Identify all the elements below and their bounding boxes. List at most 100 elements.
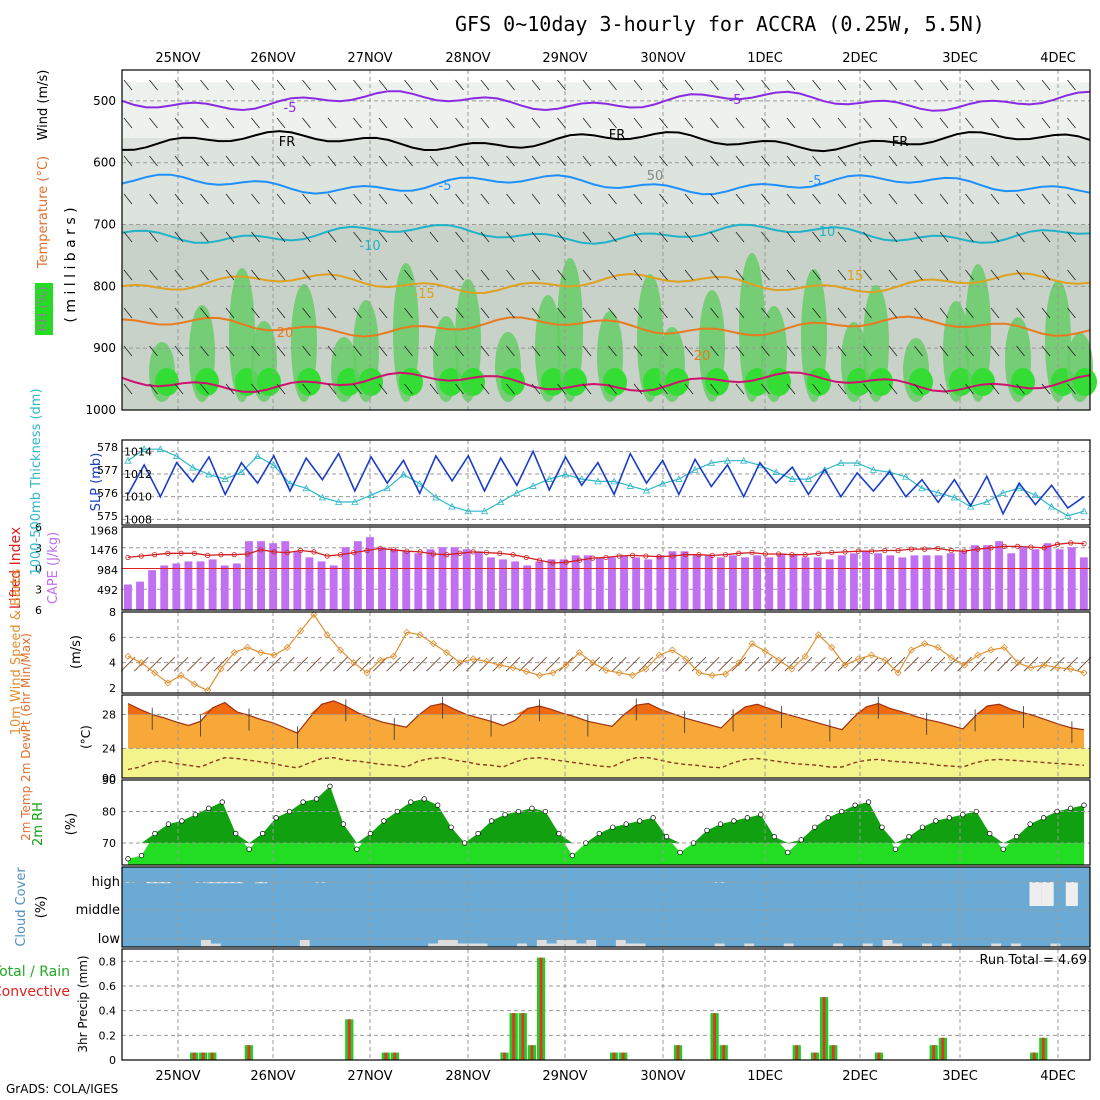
- cloud-high-bar: [206, 882, 219, 884]
- surface-wind-barb: [771, 656, 786, 672]
- wind-speed-point: [323, 631, 331, 639]
- wind-barb: [251, 307, 260, 319]
- rh-point: [1054, 808, 1060, 815]
- slp-tick-label: 1010: [124, 491, 152, 504]
- wind-barb: [123, 231, 133, 243]
- rh-point: [515, 808, 522, 815]
- lifted-index-point: [868, 548, 875, 554]
- wind-barb: [1041, 307, 1051, 319]
- lifted-index-point: [284, 549, 290, 556]
- lifted-index-point: [244, 551, 251, 557]
- wind-barb: [174, 269, 184, 281]
- lifted-index-point: [138, 553, 144, 559]
- chart-title: GFS 0~10day 3-hourly for ACCRA (0.25W, 5…: [455, 12, 985, 36]
- wind-barb: [684, 307, 694, 319]
- cape-axis-label: CAPE (J/kg): [46, 532, 61, 604]
- wind-barb: [557, 383, 566, 395]
- wind-barb: [327, 231, 337, 243]
- wind-barb: [557, 307, 566, 319]
- wind-barb: [327, 307, 337, 319]
- surface-wind-barb: [731, 656, 747, 672]
- surface-wind-barb: [519, 656, 534, 672]
- slp-tick-label: 1014: [124, 445, 152, 458]
- cloud-low-bar: [922, 943, 932, 947]
- temp-tick-label: 24: [102, 742, 116, 755]
- thickness-tick-label: 575: [97, 510, 118, 523]
- surface-wind-barb: [160, 656, 176, 672]
- surface-wind-barb: [957, 656, 972, 672]
- precip-convective-bar: [201, 1052, 205, 1060]
- wind-barb: [149, 307, 158, 319]
- surface-wind-barb: [240, 656, 255, 672]
- wind-barb: [990, 383, 1000, 395]
- wind-barb: [786, 383, 796, 395]
- wind-barb: [582, 79, 592, 91]
- wind-barb: [480, 155, 490, 167]
- cloud-low-bar: [428, 943, 439, 947]
- cape-bar: [535, 561, 544, 610]
- wind-barb: [378, 269, 388, 281]
- wind-speed-point: [841, 661, 849, 669]
- wind-barb: [429, 231, 439, 243]
- rh-point: [960, 811, 966, 818]
- cape-bar: [995, 541, 1004, 610]
- surface-wind-barb: [585, 656, 601, 672]
- date-tick-label-top: 30NOV: [640, 51, 685, 66]
- wind-speed-point: [257, 648, 265, 657]
- rh-point: [502, 811, 508, 818]
- wind-barb: [608, 79, 617, 91]
- wind-speed-point: [443, 648, 451, 657]
- wind-barb: [812, 231, 821, 243]
- rh-legend-swatch: [35, 283, 53, 335]
- surface-wind-barb: [943, 656, 959, 672]
- date-tick-label-top: 2DEC: [842, 51, 878, 66]
- rh-point: [838, 808, 845, 815]
- contour-label: FR: [279, 135, 296, 150]
- top-date-axis: 25NOV 26NOV 27NOV 28NOV 29NOV 30NOV 1DEC 2DEC 3D…: [155, 51, 1075, 66]
- lifted-index-point: [895, 547, 901, 554]
- rh-point: [219, 799, 225, 805]
- wind-barb: [378, 345, 388, 357]
- wind-barb: [863, 307, 872, 319]
- rh-point: [165, 821, 172, 827]
- wind-speed-point: [190, 680, 198, 688]
- thickness-point: [140, 445, 148, 453]
- lifted-index-point: [722, 552, 729, 558]
- wind-barb: [123, 307, 133, 319]
- wind-barb: [455, 269, 464, 281]
- wind-barb: [1016, 117, 1025, 129]
- rh-point: [286, 808, 293, 815]
- wind-barb: [786, 231, 796, 243]
- wind-barb: [735, 155, 745, 167]
- wind-barb: [378, 117, 388, 129]
- cloud-low-bar: [783, 943, 794, 947]
- rh-point: [569, 852, 575, 859]
- wind-barb: [480, 269, 490, 281]
- rh-high-blob: [965, 264, 991, 402]
- cape-bar: [317, 561, 326, 610]
- panel-frame: [121, 69, 1091, 411]
- rh-point: [1000, 846, 1006, 852]
- wind-barb: [684, 79, 694, 91]
- cloud-low-bar: [299, 940, 310, 947]
- rh-point: [677, 849, 683, 856]
- wind-barb: [557, 79, 566, 91]
- surface-wind-barb: [598, 656, 614, 672]
- wind-barb: [302, 269, 311, 281]
- contour-label: FR: [609, 128, 626, 143]
- wind-barb: [761, 345, 770, 357]
- wind-barb: [633, 193, 643, 205]
- wind-speed-point: [496, 661, 504, 669]
- wind-barb: [990, 117, 1000, 129]
- surface-wind-barb: [226, 656, 242, 672]
- lifted-index-point: [776, 551, 782, 557]
- wind-speed-point: [270, 651, 278, 659]
- dewpoint-line: [127, 756, 1085, 771]
- wind-barb: [888, 307, 898, 319]
- wind-barb: [429, 79, 439, 91]
- wind-barb: [608, 193, 617, 205]
- wind-speed-point: [589, 659, 597, 667]
- wind-barb: [276, 193, 286, 205]
- precip-convective-bar: [1032, 1052, 1036, 1060]
- wind-barb: [608, 269, 617, 281]
